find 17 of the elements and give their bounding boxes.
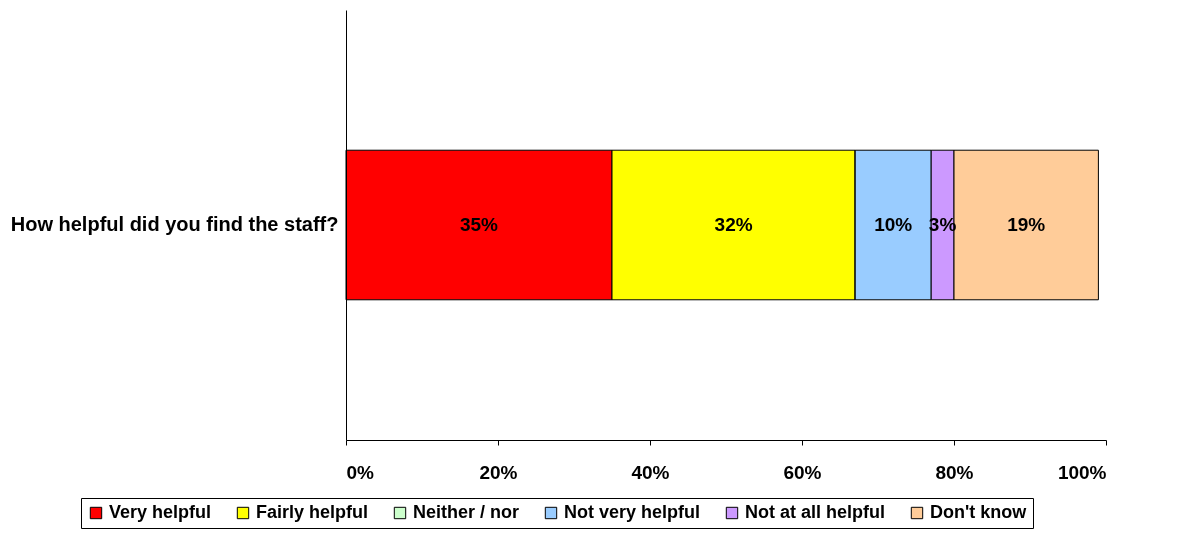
legend-label: Fairly helpful (256, 502, 369, 522)
legend-label: Very helpful (109, 502, 212, 522)
legend-label: Neither / nor (413, 502, 520, 522)
x-tick-label: 100% (1057, 461, 1107, 483)
x-tick-label: 80% (935, 461, 974, 483)
x-tick-label: 40% (631, 461, 670, 483)
y-tick-label: How helpful did you find the staff? (10, 213, 339, 235)
legend-label: Not very helpful (564, 502, 701, 522)
legend-label: Don't know (930, 502, 1028, 522)
data-label: 35% (459, 214, 499, 235)
x-tick-label: 60% (783, 461, 822, 483)
data-label: 19% (1007, 214, 1046, 235)
data-label: 32% (714, 214, 753, 235)
legend-label: Not at all helpful (745, 502, 886, 522)
data-label: 10% (874, 214, 913, 235)
x-tick-label: 20% (479, 461, 518, 483)
x-tick-label: 0% (346, 461, 375, 483)
